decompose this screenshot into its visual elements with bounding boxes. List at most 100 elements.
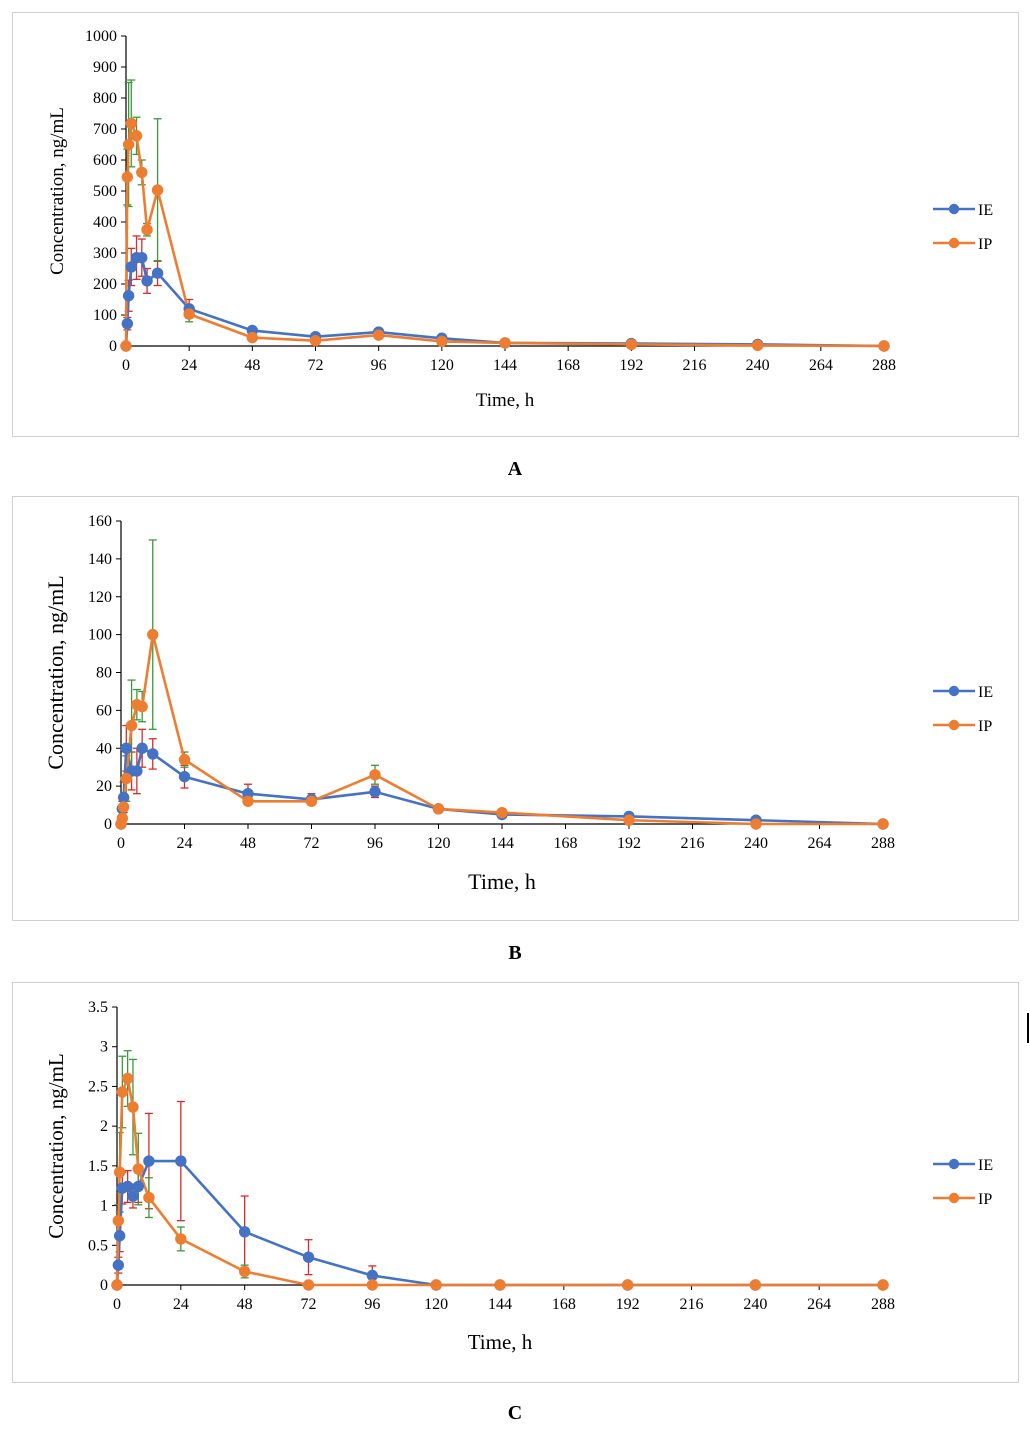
legend-marker-ie [948,1158,960,1170]
y-tick-label: 2.5 [88,1078,108,1095]
legend-marker-ie [948,203,960,215]
data-point-ie [131,765,143,777]
data-point-ip [302,1279,315,1291]
y-tick-label: 40 [96,740,112,757]
y-tick-label: 100 [88,627,112,644]
x-tick-label: 168 [552,1296,576,1313]
data-point-ie [127,1190,139,1202]
y-tick-label: 1.5 [88,1158,108,1175]
y-tick-label: 3 [100,1039,108,1056]
y-tick-label: 60 [96,702,112,719]
legend-label-ie: IE [978,1157,993,1174]
panel-label-b: B [508,942,522,964]
data-point-ip [366,1279,379,1291]
y-tick-label: 300 [93,245,117,262]
data-point-ip [432,803,445,815]
x-tick-label: 288 [871,1296,895,1313]
legend-label-ie: IE [978,684,993,701]
data-point-ip [372,329,385,341]
y-tick-label: 400 [93,214,117,231]
x-tick-label: 120 [430,357,454,374]
data-point-ip [117,801,130,813]
y-tick-label: 500 [93,183,117,200]
data-point-ip [246,331,259,344]
data-point-ip [749,1279,762,1291]
data-point-ie [113,1230,126,1242]
y-tick-label: 1 [100,1198,108,1215]
legend-marker-ip [948,237,960,249]
x-tick-label: 264 [807,1296,831,1313]
data-point-ip [175,1233,187,1245]
x-tick-label: 24 [181,357,197,374]
legend-label-ie: IE [978,202,993,219]
x-axis-label: Time, h [468,1330,533,1354]
data-point-ip [127,1101,139,1113]
data-point-ip [120,340,132,352]
x-tick-label: 48 [240,835,256,852]
x-axis-label: Time, h [476,390,535,411]
x-tick-label: 72 [304,835,320,852]
x-tick-label: 48 [237,1296,253,1313]
y-tick-label: 900 [93,59,117,76]
data-point-ip [116,812,129,825]
data-point-ip [750,818,762,830]
panel-label-c: C [507,1402,523,1424]
y-tick-label: 0.5 [88,1237,108,1254]
x-tick-label: 144 [493,357,517,374]
data-point-ip [309,335,322,347]
x-tick-label: 216 [680,1296,704,1313]
x-tick-label: 0 [113,1296,121,1313]
x-tick-label: 216 [683,357,707,374]
data-point-ip [116,1086,129,1098]
x-tick-label: 96 [364,1296,380,1313]
legend-label-ip: IP [978,718,992,735]
x-tick-label: 240 [746,357,770,374]
y-axis-label: Concentration, ng/mL [44,1053,68,1238]
data-point-ip [147,628,159,641]
data-point-ie [121,1180,134,1193]
x-tick-label: 240 [744,835,768,852]
data-point-ie [117,791,130,804]
data-point-ip [136,700,148,713]
data-point-ip [143,1191,155,1204]
y-tick-label: 0 [100,1277,108,1294]
y-axis-label: Concentration, ng/mL [47,107,68,275]
data-point-ip [132,1163,144,1175]
data-point-ie [369,786,381,798]
x-tick-label: 216 [681,835,705,852]
chart-svg-b: 0 20 40 60 80 100 120 140 160 0 24 48 72 96 120 144 168 1… [43,513,993,894]
data-point-ip [242,795,254,807]
data-point-ie [136,251,148,264]
y-tick-label: 3.5 [88,999,108,1016]
data-point-ip [494,1279,506,1291]
data-point-ip [120,772,132,785]
y-tick-label: 120 [88,589,112,606]
chart-panel-b: 0 20 40 60 80 100 120 140 160 0 24 48 72 96 120 144 168 1… [12,496,1019,921]
y-tick-label: 600 [93,152,117,169]
legend-marker-ip [948,1192,960,1204]
data-point-ip [121,1072,134,1085]
data-point-ip [430,1279,442,1291]
y-tick-label: 2 [100,1118,108,1135]
x-tick-label: 120 [427,835,451,852]
x-tick-label: 0 [117,835,125,852]
x-tick-label: 24 [173,1296,189,1313]
data-point-ie [122,290,135,302]
data-point-ie [147,748,159,760]
y-tick-label: 800 [93,90,117,107]
x-tick-label: 264 [808,835,832,852]
data-point-ie [143,1155,155,1167]
data-point-ie [366,1269,379,1282]
x-tick-label: 144 [488,1296,512,1313]
x-tick-label: 264 [809,357,833,374]
y-axis-label: Concentration, ng/mL [43,575,68,769]
data-point-ip [112,1214,125,1227]
legend-label-ip: IP [978,236,992,253]
data-point-ip [751,339,764,352]
y-tick-label: 140 [88,551,112,568]
series-line-ip [124,122,885,348]
data-point-ip [305,795,318,807]
data-point-ip [183,308,195,320]
legend-label-ip: IP [978,1191,992,1208]
legend-marker-ip [948,719,960,731]
